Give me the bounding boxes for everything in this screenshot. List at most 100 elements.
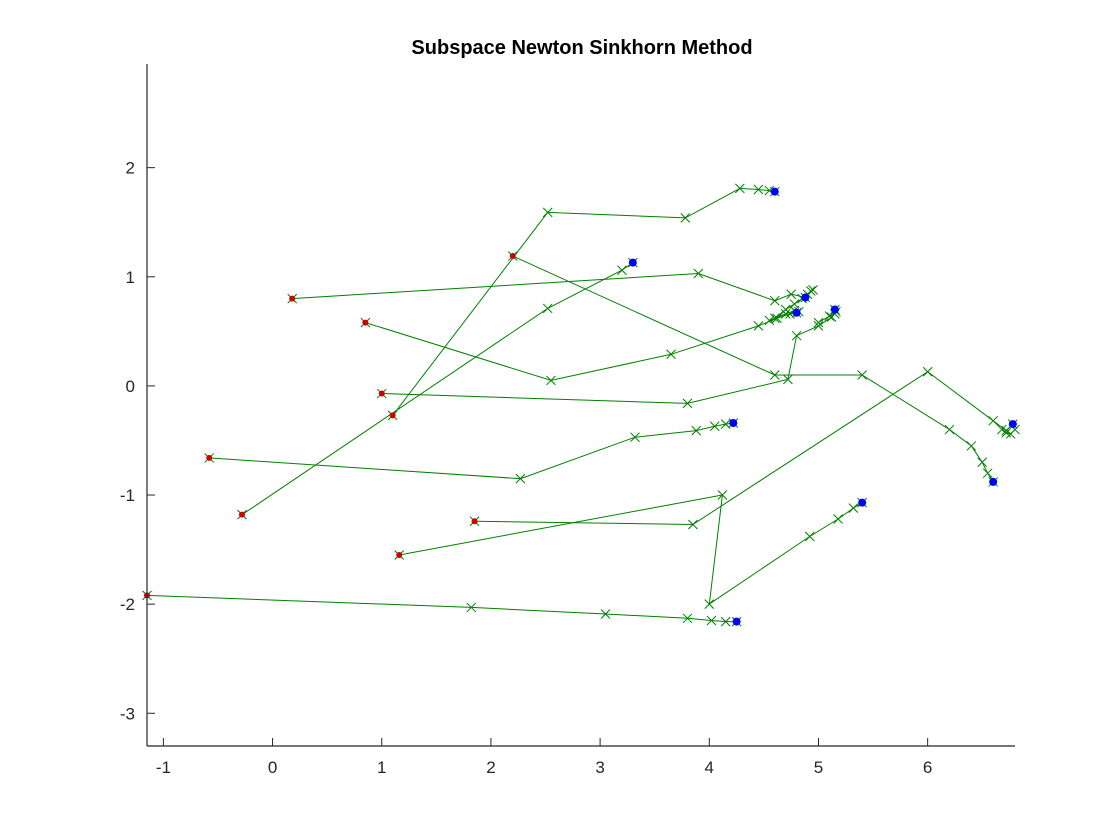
data-point xyxy=(786,289,797,300)
end-point xyxy=(1008,420,1017,429)
y-tick-label: 1 xyxy=(126,268,135,287)
data-point xyxy=(735,183,745,194)
end-point xyxy=(858,498,867,507)
data-point xyxy=(804,531,815,542)
data-point xyxy=(764,315,775,326)
end-point xyxy=(830,305,839,314)
data-point xyxy=(709,421,720,432)
x-tick-label: 3 xyxy=(595,758,604,777)
start-point xyxy=(378,390,385,397)
data-point xyxy=(783,374,793,385)
start-point xyxy=(238,511,245,518)
data-point xyxy=(944,424,955,435)
data-point xyxy=(922,366,933,377)
series-line xyxy=(392,187,775,416)
chart-title: Subspace Newton Sinkhorn Method xyxy=(411,37,752,59)
data-point xyxy=(466,602,477,613)
series-line xyxy=(399,494,863,606)
data-point xyxy=(813,317,824,328)
data-point xyxy=(515,473,526,484)
series-8 xyxy=(394,490,867,609)
series-7 xyxy=(204,418,739,484)
data-point xyxy=(706,615,717,626)
end-point xyxy=(732,617,741,626)
start-point xyxy=(471,518,478,525)
start-point xyxy=(509,253,516,260)
y-tick-label: -2 xyxy=(120,595,135,614)
data-point xyxy=(691,425,702,436)
data-point xyxy=(813,321,824,331)
data-point xyxy=(542,207,553,218)
data-point xyxy=(753,184,764,195)
data-point xyxy=(542,303,553,314)
data-point xyxy=(682,613,693,624)
data-point xyxy=(600,609,611,619)
series-line xyxy=(512,255,994,483)
series-line xyxy=(146,594,737,623)
series-9 xyxy=(469,366,1018,530)
data-point xyxy=(546,375,556,386)
series-1 xyxy=(287,268,811,306)
end-point xyxy=(792,308,801,317)
series-4 xyxy=(387,183,780,421)
data-point xyxy=(769,370,780,380)
data-point xyxy=(772,313,782,324)
data-point xyxy=(997,424,1007,435)
data-point xyxy=(791,330,802,341)
series-10 xyxy=(142,590,742,627)
data-point xyxy=(988,415,999,426)
y-tick-label: -1 xyxy=(120,486,135,505)
end-point xyxy=(770,187,779,196)
x-tick-label: 4 xyxy=(705,758,714,777)
x-tick-label: 2 xyxy=(486,758,495,777)
data-point xyxy=(693,268,704,279)
start-point xyxy=(362,319,369,326)
plot-area xyxy=(142,183,1020,627)
y-tick-label: -3 xyxy=(120,704,135,723)
series-14 xyxy=(997,424,1020,439)
series-line xyxy=(365,312,797,381)
data-point xyxy=(824,311,835,321)
data-point xyxy=(717,490,728,500)
axes: -1 0 1 2 3 4 5 6 -3 -2 -1 0 1 2 xyxy=(120,64,1015,777)
start-point xyxy=(289,295,296,302)
series-line xyxy=(474,371,1014,526)
start-point xyxy=(389,412,396,419)
data-point xyxy=(857,370,867,380)
data-point xyxy=(682,398,693,409)
data-point xyxy=(769,295,780,306)
data-point xyxy=(977,457,988,468)
x-tick-label: 6 xyxy=(923,758,932,777)
data-point xyxy=(753,321,764,331)
data-point xyxy=(780,309,791,319)
data-point xyxy=(848,503,859,513)
data-point xyxy=(805,286,816,296)
x-tick-label: 1 xyxy=(377,758,386,777)
end-point xyxy=(989,477,998,486)
data-point xyxy=(617,265,627,276)
series-line xyxy=(292,272,806,302)
end-point xyxy=(628,258,637,267)
series-2 xyxy=(360,307,802,386)
data-point xyxy=(704,599,715,609)
x-tick-label: 5 xyxy=(814,758,823,777)
data-point xyxy=(966,441,977,451)
data-point xyxy=(833,514,843,524)
series-5 xyxy=(237,257,638,520)
start-point xyxy=(206,454,213,461)
data-point xyxy=(720,616,731,627)
data-point xyxy=(630,432,640,443)
data-point xyxy=(666,349,676,360)
y-tick-label: 2 xyxy=(126,159,135,178)
marker-layer xyxy=(144,187,1017,626)
x-tick-label: -1 xyxy=(156,758,171,777)
y-tick-label: 0 xyxy=(126,377,135,396)
series-line xyxy=(209,422,734,480)
series-line xyxy=(241,262,634,516)
end-point xyxy=(801,293,810,302)
start-point xyxy=(396,552,403,559)
end-point xyxy=(729,419,738,428)
data-point xyxy=(688,519,698,530)
x-tick-label: 0 xyxy=(268,758,277,777)
